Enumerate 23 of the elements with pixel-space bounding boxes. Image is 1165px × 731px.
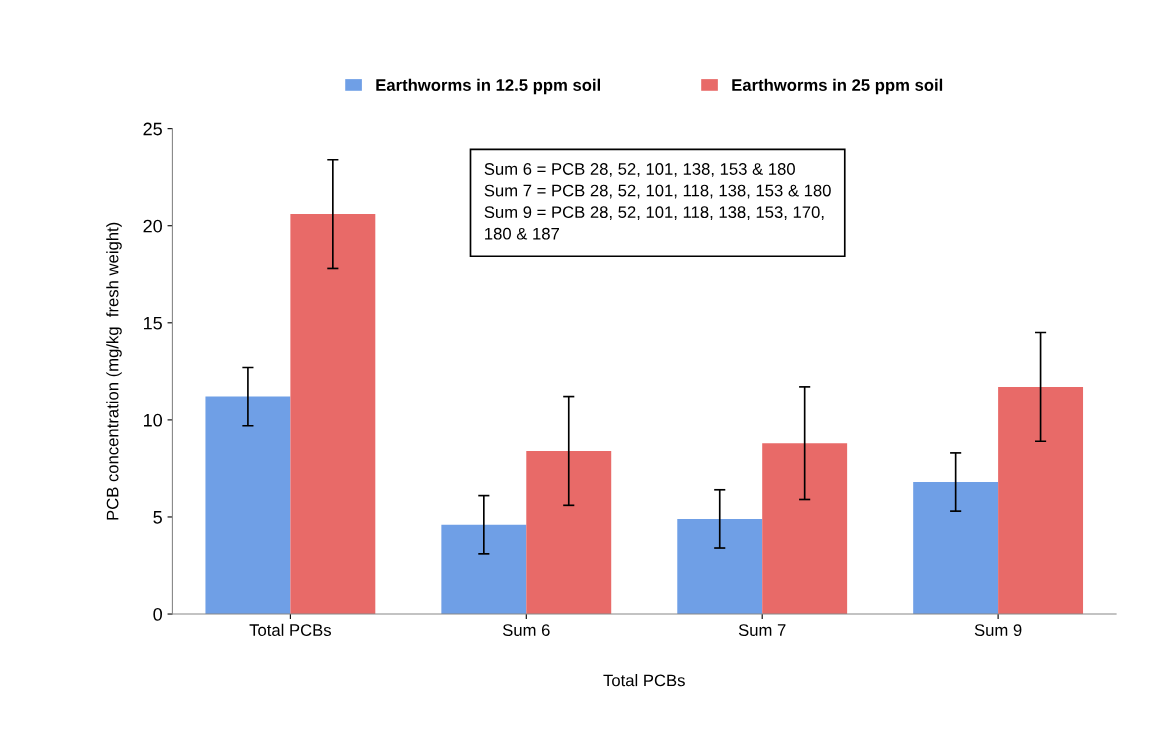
x-axis-title: Total PCBs: [603, 674, 685, 687]
bar: [441, 524, 527, 615]
bar: [677, 518, 763, 615]
y-tick-label: 0: [153, 607, 162, 621]
y-tick-label: 5: [153, 511, 162, 524]
annotation: Sum 6 = PCB 28, 52, 101, 138, 153 & 180 Sum 7 = PCB 28, 52, 101, 118, 138, 153 & 180 Sum 9 = PCB 28, 52, 101, 118, 138, 153, 170, 180 & 187: [484, 163, 831, 240]
bar: [998, 386, 1084, 615]
bar: [205, 396, 291, 615]
x-tick-label: Sum 7: [738, 624, 786, 636]
y-tick-label: 10: [143, 413, 162, 427]
bar: [290, 214, 376, 615]
legend-label: Earthworms in 25 ppm soil: [732, 78, 943, 95]
x-tick-label: Total PCBs: [249, 623, 331, 636]
y-tick-label: 20: [143, 219, 162, 233]
y-axis-title: PCB concentration (mg/kg fresh weight): [106, 222, 122, 520]
legend-label: Earthworms in 12.5 ppm soil: [376, 78, 601, 95]
x-tick-label: Sum 9: [974, 624, 1022, 636]
bar: [526, 450, 612, 615]
bar: [913, 482, 999, 615]
x-tick-label: Sum 6: [502, 624, 550, 636]
bar: [762, 443, 848, 615]
y-tick-label: 15: [143, 316, 162, 330]
y-tick-label: 25: [143, 122, 162, 136]
